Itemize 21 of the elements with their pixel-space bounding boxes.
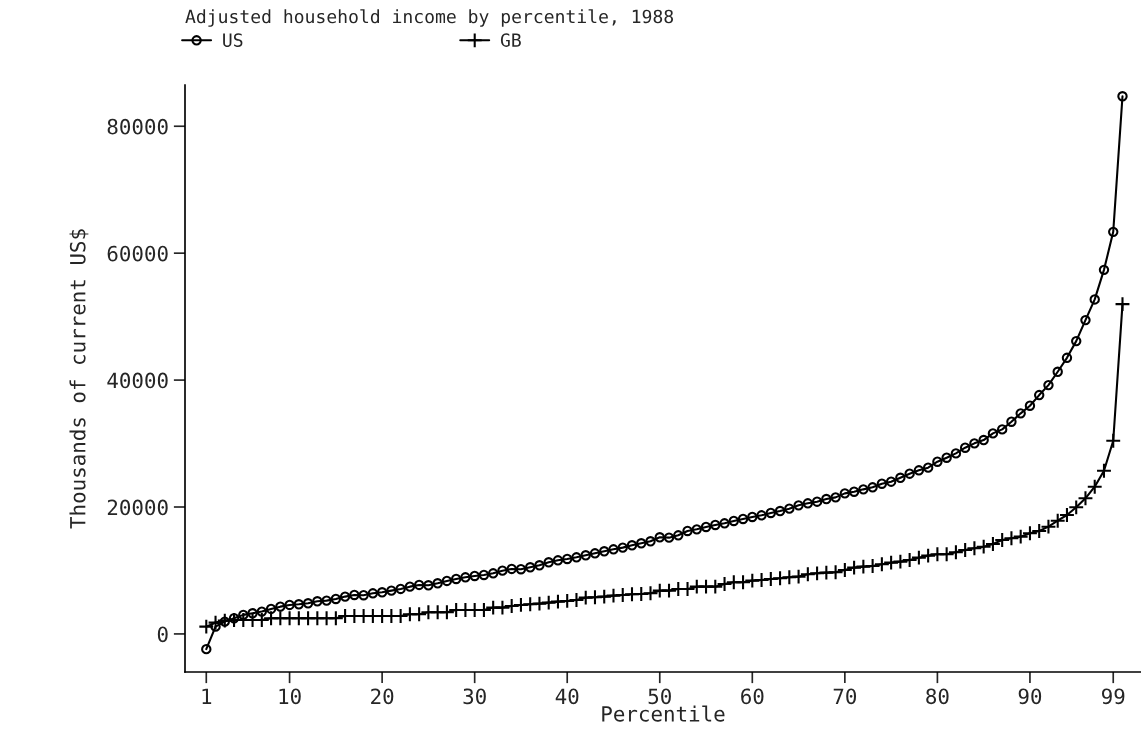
chart-title: Adjusted household income by percentile, 1988 [185,9,674,27]
y-tick-label: 20000 [107,499,168,516]
x-tick-label: 50 [648,688,671,705]
x-tick-label: 30 [463,688,486,705]
x-tick-label: 20 [371,688,394,705]
y-tick-label: 0 [157,626,168,643]
y-tick-label: 80000 [107,118,168,135]
y-tick-label: 40000 [107,372,168,389]
y-tick-label: 60000 [107,245,168,262]
x-tick-label: 1 [202,688,212,704]
x-tick-label: 99 [1101,688,1125,705]
x-tick-label: 60 [741,688,764,705]
x-tick-label: 80 [926,688,949,705]
x-axis-title: Percentile [602,705,725,722]
y-axis-title: Thousands of current US$ [69,229,89,529]
legend-label: GB [500,33,521,47]
x-tick-label: 90 [1018,688,1042,705]
x-tick-label: 10 [279,688,301,705]
x-tick-label: 70 [833,688,857,705]
legend-label: US [223,33,243,47]
x-tick-label: 40 [555,688,579,705]
